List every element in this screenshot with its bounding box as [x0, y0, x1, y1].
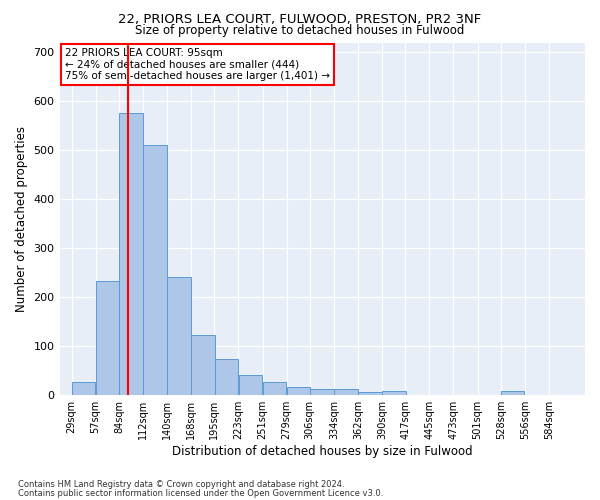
Bar: [287, 388, 310, 394]
X-axis label: Distribution of detached houses by size in Fulwood: Distribution of detached houses by size …: [172, 444, 473, 458]
Text: Contains HM Land Registry data © Crown copyright and database right 2024.: Contains HM Land Registry data © Crown c…: [18, 480, 344, 489]
Text: 22 PRIORS LEA COURT: 95sqm
← 24% of detached houses are smaller (444)
75% of sem: 22 PRIORS LEA COURT: 95sqm ← 24% of deta…: [65, 48, 330, 81]
Bar: [167, 278, 191, 394]
Text: Size of property relative to detached houses in Fulwood: Size of property relative to detached ho…: [136, 24, 464, 37]
Bar: [239, 375, 262, 394]
Bar: [334, 390, 358, 394]
Bar: [310, 390, 334, 394]
Bar: [215, 360, 238, 394]
Y-axis label: Number of detached properties: Number of detached properties: [15, 126, 28, 312]
Bar: [143, 145, 167, 394]
Bar: [119, 113, 143, 394]
Bar: [72, 382, 95, 394]
Bar: [96, 281, 119, 394]
Bar: [191, 334, 215, 394]
Bar: [501, 392, 524, 394]
Text: 22, PRIORS LEA COURT, FULWOOD, PRESTON, PR2 3NF: 22, PRIORS LEA COURT, FULWOOD, PRESTON, …: [118, 12, 482, 26]
Bar: [263, 382, 286, 394]
Bar: [358, 392, 382, 394]
Bar: [382, 392, 406, 394]
Text: Contains public sector information licensed under the Open Government Licence v3: Contains public sector information licen…: [18, 489, 383, 498]
